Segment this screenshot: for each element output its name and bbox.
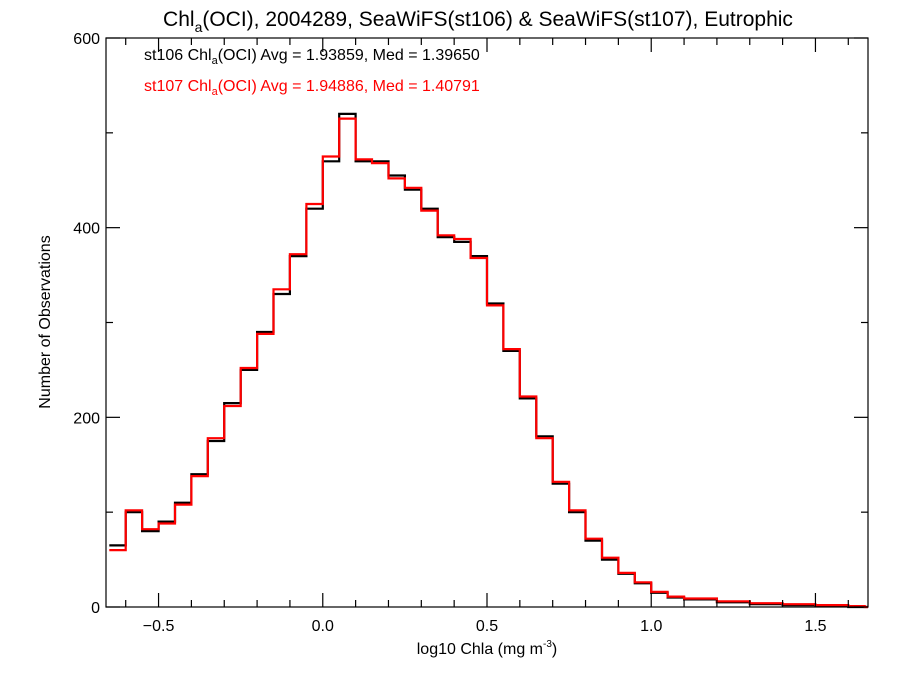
legend-entry-st107: st107 Chla(OCI) Avg = 1.94886, Med = 1.4… [144, 78, 480, 98]
x-tick-label: 0.0 [312, 618, 334, 635]
x-tick-label: 0.5 [476, 618, 498, 635]
x-tick-label: 1.0 [640, 618, 662, 635]
y-tick-label: 600 [73, 31, 100, 48]
legend-entry-st106: st106 Chla(OCI) Avg = 1.93859, Med = 1.3… [144, 47, 480, 67]
x-tick-label: −0.5 [143, 618, 175, 635]
series-line-st107 [109, 117, 868, 609]
x-axis-label-superscript: -3 [543, 639, 552, 650]
tick-layer: −0.5 0.0 0.5 1.0 1.5 0 200 400 600 [73, 31, 868, 635]
chart-title-subscript: a [195, 19, 203, 35]
x-axis-label-main: log10 Chla (mg m [417, 641, 543, 658]
y-axis-label: Number of Observations [37, 235, 54, 408]
chart-title: Chla(OCI), 2004289, SeaWiFS(st106) & Sea… [163, 8, 793, 35]
legend-st106-subscript: a [212, 55, 219, 67]
y-tick-label: 400 [73, 221, 100, 238]
y-tick-label: 200 [73, 410, 100, 427]
legend-st106-main: st106 Chl [144, 47, 212, 64]
x-axis-label-rest: ) [552, 641, 557, 658]
y-tick-label: 0 [91, 600, 100, 617]
series-layer [109, 112, 868, 609]
legend-st107-main: st107 Chl [144, 78, 212, 95]
legend-st107-subscript: a [212, 86, 219, 98]
x-tick-label: 1.5 [804, 618, 826, 635]
series-line-st106 [109, 112, 868, 609]
plot-frame [105, 37, 869, 608]
legend-st106-rest: (OCI) Avg = 1.93859, Med = 1.39650 [218, 47, 480, 64]
legend-st107-rest: (OCI) Avg = 1.94886, Med = 1.40791 [218, 78, 480, 95]
chart-title-rest: (OCI), 2004289, SeaWiFS(st106) & SeaWiFS… [202, 8, 793, 31]
x-axis-label: log10 Chla (mg m-3) [417, 639, 558, 658]
chart-title-main: Chl [163, 8, 195, 31]
